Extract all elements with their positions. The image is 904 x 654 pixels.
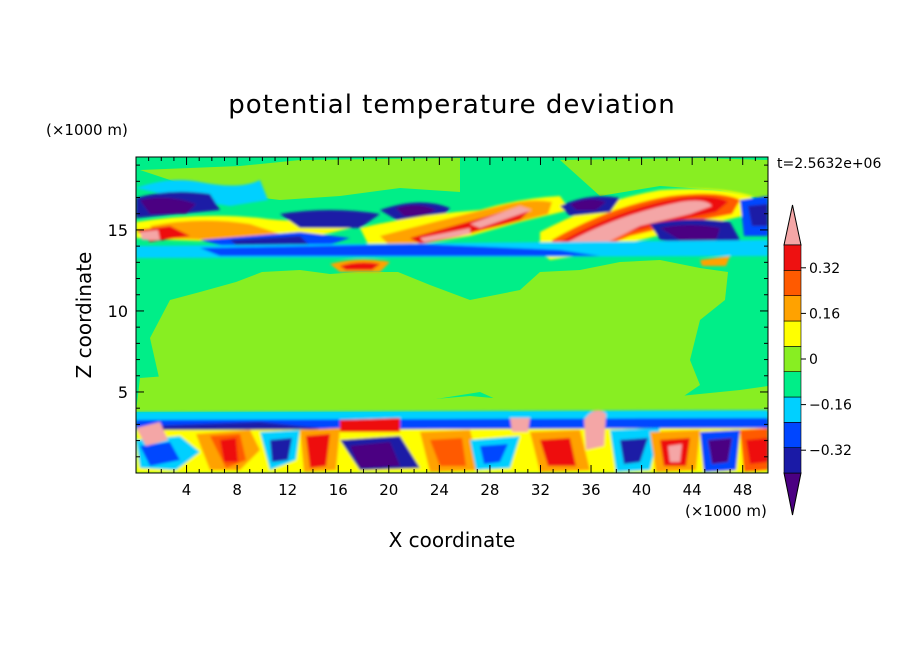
chart-title: potential temperature deviation xyxy=(228,90,675,120)
colorbar-tick-label: 0 xyxy=(809,352,818,368)
x-tick-label: 32 xyxy=(531,481,550,499)
y-tick-label: 10 xyxy=(108,302,128,321)
y-axis-label: Z coordinate xyxy=(72,252,96,379)
time-label: t=2.5632e+06 xyxy=(777,156,881,172)
lower-band xyxy=(136,410,768,473)
x-tick-label: 20 xyxy=(379,481,398,499)
upper-band xyxy=(136,180,768,272)
x-tick-label: 24 xyxy=(430,481,449,499)
colorbar-segment xyxy=(783,320,802,347)
x-tick-label: 36 xyxy=(581,481,600,499)
plot-area xyxy=(136,157,768,473)
colorbar-segment xyxy=(783,244,802,271)
colorbar-tick-label: −0.32 xyxy=(809,443,852,459)
colorbar-tick-label: 0.32 xyxy=(809,261,840,277)
x-tick-label: 16 xyxy=(329,481,348,499)
colorbar: 0.32 0.16 0 −0.16 −0.32 xyxy=(783,204,852,516)
colorbar-segment xyxy=(783,270,802,296)
x-axis-ticks: 4 8 12 16 20 24 28 32 36 40 44 48 xyxy=(148,157,756,499)
colorbar-extend-low xyxy=(783,472,802,516)
x-tick-label: 40 xyxy=(632,481,651,499)
mid-positive-patches xyxy=(136,158,768,412)
x-tick-label: 8 xyxy=(232,481,242,499)
x-tick-label: 12 xyxy=(278,481,297,499)
colorbar-segment xyxy=(783,422,802,448)
x-tick-label: 4 xyxy=(182,481,192,499)
x-tick-label: 28 xyxy=(480,481,499,499)
x-tick-label: 48 xyxy=(733,481,752,499)
colorbar-tick-label: −0.16 xyxy=(809,398,852,414)
colorbar-segment xyxy=(783,295,802,322)
colorbar-segment xyxy=(783,447,802,474)
y-unit-label: (×1000 m) xyxy=(46,121,128,139)
x-axis-label: X coordinate xyxy=(389,528,516,552)
colorbar-extend-high xyxy=(783,204,802,246)
colorbar-segment xyxy=(783,346,802,372)
x-tick-label: 44 xyxy=(683,481,702,499)
colorbar-tick-label: 0.16 xyxy=(809,306,840,322)
y-tick-label: 15 xyxy=(108,221,128,240)
colorbar-segment xyxy=(783,396,802,423)
y-tick-label: 5 xyxy=(118,383,128,402)
x-unit-label: (×1000 m) xyxy=(685,502,767,520)
colorbar-segment xyxy=(783,371,802,398)
y-axis-ticks: 5 10 15 xyxy=(108,164,768,458)
